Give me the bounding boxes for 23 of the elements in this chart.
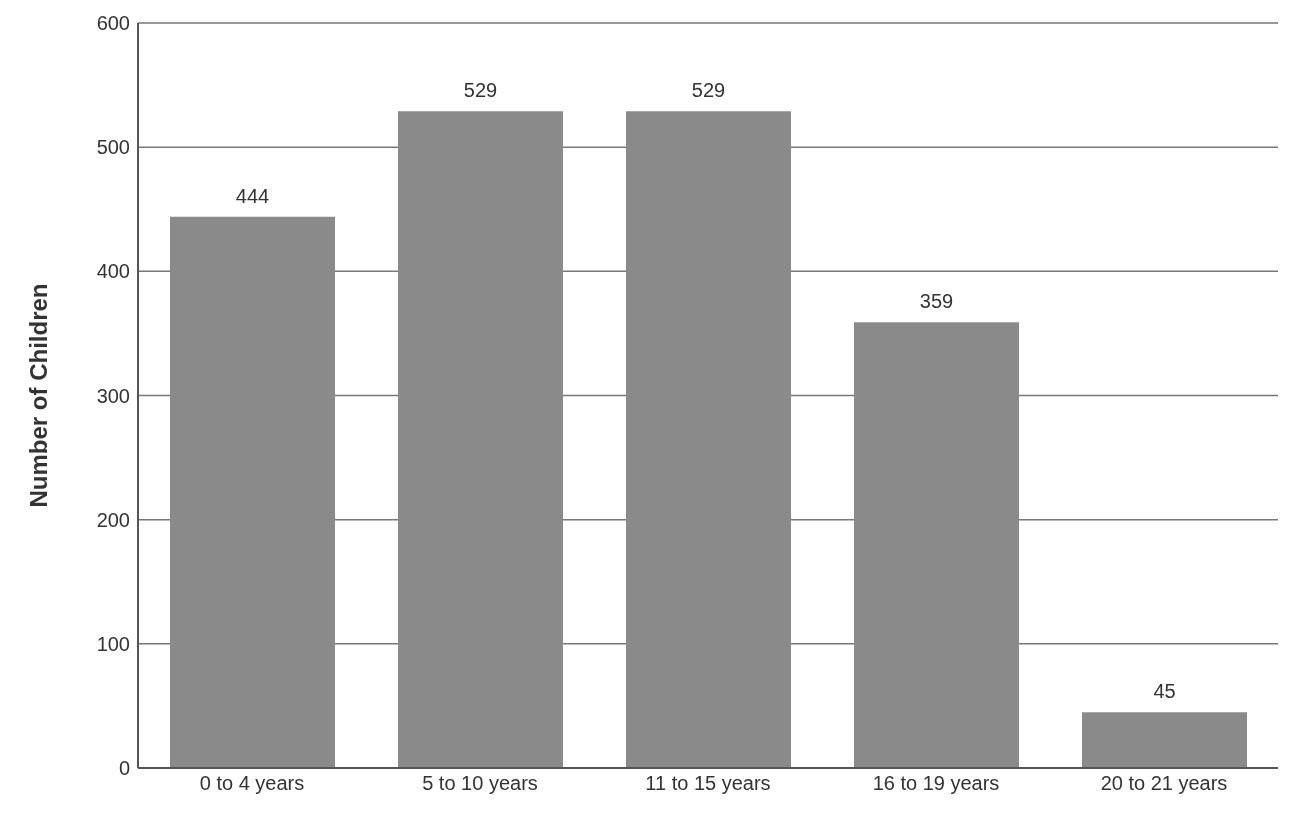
bar xyxy=(626,111,791,768)
y-tick-label: 300 xyxy=(96,384,130,407)
bar xyxy=(854,322,1019,768)
data-label: 359 xyxy=(919,290,954,313)
x-tick-label: 20 to 21 years xyxy=(1100,772,1228,795)
y-axis-title: Number of Children xyxy=(24,283,52,508)
y-tick-label: 600 xyxy=(96,12,130,35)
y-tick-label: 500 xyxy=(96,136,130,159)
data-label: 529 xyxy=(691,79,726,102)
data-label: 45 xyxy=(1153,680,1176,703)
x-tick-label: 5 to 10 years xyxy=(422,772,538,795)
x-tick-label: 0 to 4 years xyxy=(199,772,305,795)
y-tick-label: 100 xyxy=(96,632,130,655)
y-tick-label: 400 xyxy=(96,260,130,283)
y-tick-label: 200 xyxy=(96,508,130,531)
bar xyxy=(398,111,563,768)
data-label: 529 xyxy=(463,79,498,102)
y-tick-label: 0 xyxy=(118,757,130,780)
x-tick-label: 16 to 19 years xyxy=(872,772,1000,795)
bar xyxy=(1082,712,1247,768)
data-label: 444 xyxy=(235,184,270,207)
bar xyxy=(170,216,335,768)
x-tick-label: 11 to 15 years xyxy=(645,772,771,795)
